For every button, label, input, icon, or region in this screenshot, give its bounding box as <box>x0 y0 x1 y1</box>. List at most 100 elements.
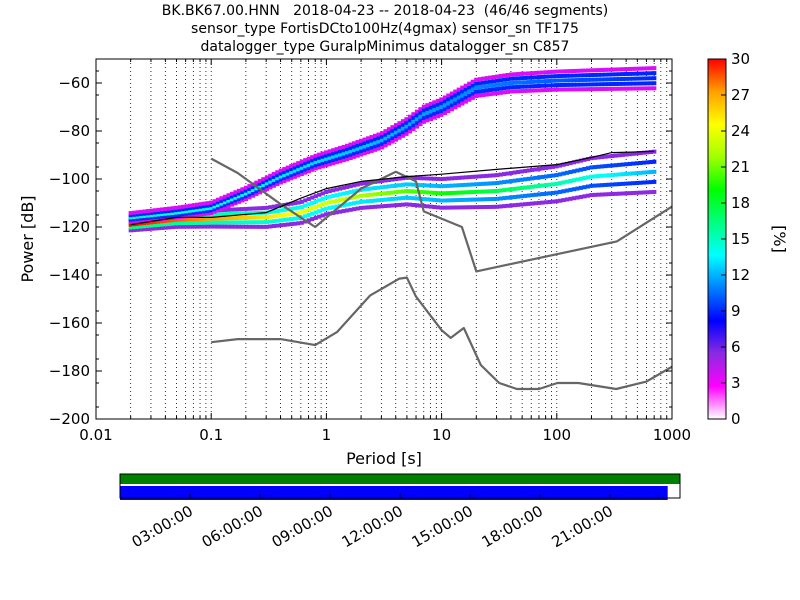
density-cell <box>296 170 301 175</box>
density-cell <box>620 172 625 177</box>
density-cell <box>641 66 646 71</box>
density-cell <box>645 81 650 86</box>
density-cell <box>610 182 615 187</box>
density-cell <box>359 205 364 210</box>
density-cell <box>149 215 154 220</box>
density-cell <box>470 91 475 96</box>
density-cell <box>264 187 269 192</box>
density-cell <box>523 193 528 198</box>
density-cell <box>359 149 364 154</box>
density-cell <box>257 184 263 189</box>
density-cell <box>334 150 339 155</box>
density-cell <box>369 148 374 153</box>
density-cell <box>348 149 353 154</box>
density-cell <box>188 217 193 222</box>
density-cell <box>393 196 399 201</box>
density-cell <box>275 223 280 228</box>
density-cell <box>250 188 256 193</box>
density-cell <box>184 221 189 226</box>
density-cell <box>491 79 496 84</box>
density-cell <box>460 205 465 210</box>
density-cell <box>442 205 447 210</box>
density-cell <box>167 218 172 223</box>
density-cell <box>578 73 584 78</box>
density-cell <box>460 183 465 188</box>
density-cell <box>641 81 646 86</box>
density-cell <box>477 93 482 98</box>
density-cell <box>153 223 158 228</box>
density-cell <box>163 225 168 230</box>
density-cell <box>379 204 385 209</box>
density-cell <box>627 152 632 157</box>
density-cell <box>306 218 311 223</box>
density-cell <box>530 167 535 172</box>
density-cell <box>585 184 591 189</box>
density-cell <box>306 156 311 161</box>
density-cell <box>306 212 311 217</box>
density-cell <box>261 180 266 185</box>
density-cell <box>463 99 468 104</box>
density-cell <box>212 224 217 229</box>
density-cell <box>306 207 311 212</box>
density-cell <box>589 174 594 179</box>
density-cell <box>470 87 475 92</box>
density-cell <box>554 173 559 178</box>
density-cell <box>229 220 235 225</box>
density-cell <box>561 87 566 92</box>
density-cell <box>617 67 622 72</box>
density-cell <box>610 192 615 197</box>
density-cell <box>383 191 388 196</box>
density-cell <box>467 93 472 98</box>
density-cell <box>376 204 381 209</box>
density-cell <box>128 211 133 216</box>
density-cell <box>201 211 207 216</box>
density-cell <box>456 99 461 104</box>
density-cell <box>432 111 437 116</box>
density-cell <box>338 209 343 214</box>
density-cell <box>393 190 399 195</box>
density-cell <box>257 215 263 220</box>
density-cell <box>177 221 182 226</box>
density-cell <box>613 191 618 196</box>
density-cell <box>208 220 214 225</box>
density-cell <box>491 189 496 194</box>
density-cell <box>641 76 646 81</box>
density-cell <box>383 129 388 134</box>
density-cell <box>467 81 472 86</box>
density-cell <box>167 225 172 230</box>
density-cell <box>512 89 517 94</box>
density-cell <box>550 190 556 195</box>
y-tick-label: −80 <box>58 122 90 140</box>
density-cell <box>376 136 381 141</box>
density-cell <box>536 183 542 188</box>
density-cell <box>446 198 451 203</box>
density-cell <box>142 211 147 216</box>
density-cell <box>516 178 521 183</box>
title-line-1: BK.BK67.00.HNN 2018-04-23 -- 2018-04-23 … <box>161 3 609 19</box>
density-cell <box>236 224 242 229</box>
density-cell <box>243 220 249 225</box>
density-cell <box>331 193 336 198</box>
density-cell <box>477 182 482 187</box>
density-cell <box>512 72 517 77</box>
density-cell <box>610 67 615 72</box>
density-cell <box>345 153 350 158</box>
density-cell <box>645 71 650 76</box>
density-cell <box>592 165 598 170</box>
density-cell <box>139 212 144 217</box>
density-cell <box>247 211 252 216</box>
density-cell <box>425 204 430 209</box>
density-cell <box>477 89 482 94</box>
density-cell <box>449 198 454 203</box>
density-cell <box>400 130 406 135</box>
density-cell <box>292 174 297 179</box>
density-cell <box>362 144 367 149</box>
density-cell <box>359 138 364 143</box>
density-cell <box>303 203 308 208</box>
density-cell <box>219 206 224 211</box>
density-cell <box>432 190 437 195</box>
density-cell <box>386 190 392 195</box>
density-cell <box>596 183 601 188</box>
density-cell <box>435 198 440 203</box>
